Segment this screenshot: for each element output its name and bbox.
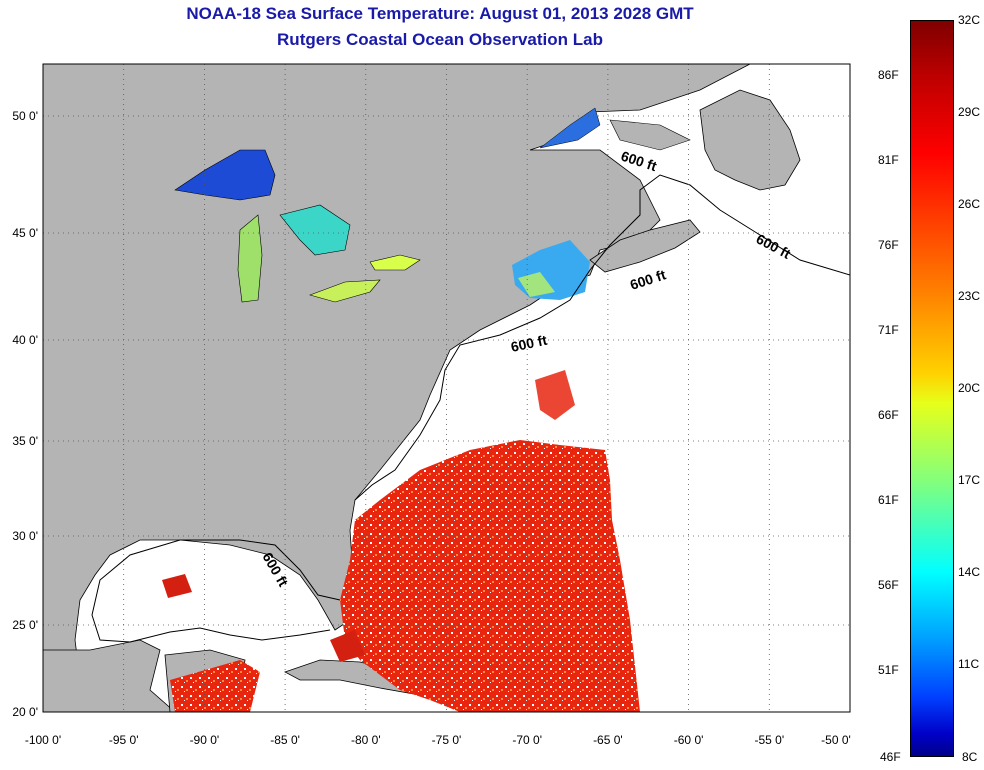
lon-tick-label: -70 0' — [512, 733, 542, 747]
lon-tick-label: -50 0' — [821, 733, 851, 747]
colorbar — [910, 20, 954, 757]
colorbar-fahrenheit-label: 51F — [878, 663, 899, 677]
newfoundland-land — [699, 89, 801, 191]
colorbar-celsius-label: 20C — [958, 381, 981, 395]
gulf-of-maine-sst-warm — [518, 272, 555, 297]
colorbar-fahrenheit-label: 61F — [878, 493, 899, 507]
st-lawrence-sst — [539, 107, 601, 149]
colorbar-celsius-label: 11C — [958, 657, 980, 671]
colorbar-celsius-label: 26C — [958, 197, 981, 211]
colorbar-celsius-label: 23C — [958, 289, 981, 303]
colorbar-fahrenheit-label: 46F — [880, 750, 901, 764]
gulf-st-lawrence-islands — [609, 119, 691, 151]
lake-huron — [279, 204, 351, 256]
colorbar-fahrenheit-label: 71F — [878, 323, 899, 337]
colorbar-fahrenheit-label: 76F — [878, 238, 899, 252]
north-america-land — [43, 64, 751, 712]
lon-tick-label: -60 0' — [674, 733, 704, 747]
lon-tick-label: -85 0' — [270, 733, 300, 747]
warm-sst-north — [535, 370, 575, 420]
contour-label: 600 ft — [509, 332, 548, 355]
colorbar-celsius-label: 8C — [962, 750, 978, 764]
lon-tick-label: -65 0' — [593, 733, 623, 747]
lat-tick-label: 35 0' — [12, 434, 38, 448]
lon-tick-label: -80 0' — [351, 733, 381, 747]
lat-tick-label: 20 0' — [12, 705, 38, 719]
graticule — [43, 64, 850, 712]
lat-tick-label: 50 0' — [12, 109, 38, 123]
colorbar-fahrenheit-label: 81F — [878, 153, 899, 167]
colorbar-celsius-label: 32C — [958, 13, 981, 27]
colorbar-celsius-label: 14C — [958, 565, 981, 579]
lat-tick-label: 25 0' — [12, 618, 38, 632]
lat-axis: 50 0' 45 0' 40 0' 35 0' 30 0' 25 0' 20 0… — [12, 109, 38, 719]
warm-sst-field — [340, 440, 640, 712]
lon-tick-label: -95 0' — [109, 733, 139, 747]
lake-ontario — [369, 254, 421, 271]
contour-600ft — [91, 174, 850, 643]
map-title: NOAA-18 Sea Surface Temperature: August … — [186, 4, 694, 23]
lake-superior — [174, 149, 276, 201]
colorbar-fahrenheit-label: 66F — [878, 408, 899, 422]
colorbar-celsius-label: 29C — [958, 105, 981, 119]
map-subtitle: Rutgers Coastal Ocean Observation Lab — [277, 30, 603, 49]
yucatan-channel-sst — [330, 630, 365, 662]
lat-tick-label: 40 0' — [12, 333, 38, 347]
map-frame — [42, 63, 851, 713]
lake-michigan — [237, 214, 263, 303]
colorbar-celsius-label: 17C — [958, 473, 981, 487]
lake-erie — [309, 279, 381, 303]
lon-tick-label: -75 0' — [432, 733, 462, 747]
lon-tick-label: -55 0' — [754, 733, 784, 747]
yucatan-land — [43, 639, 176, 712]
colorbar-fahrenheit-label: 86F — [878, 68, 899, 82]
colorbar-fahrenheit-label: 56F — [878, 578, 899, 592]
lon-tick-label: -100 0' — [25, 733, 61, 747]
lat-tick-label: 30 0' — [12, 529, 38, 543]
lon-axis: -100 0' -95 0' -90 0' -85 0' -80 0' -75 … — [25, 733, 851, 747]
lon-tick-label: -90 0' — [190, 733, 220, 747]
caribbean-sst — [170, 660, 260, 712]
nova-scotia-land — [589, 219, 701, 273]
gulf-sst-patch — [162, 574, 192, 598]
lat-tick-label: 45 0' — [12, 226, 38, 240]
